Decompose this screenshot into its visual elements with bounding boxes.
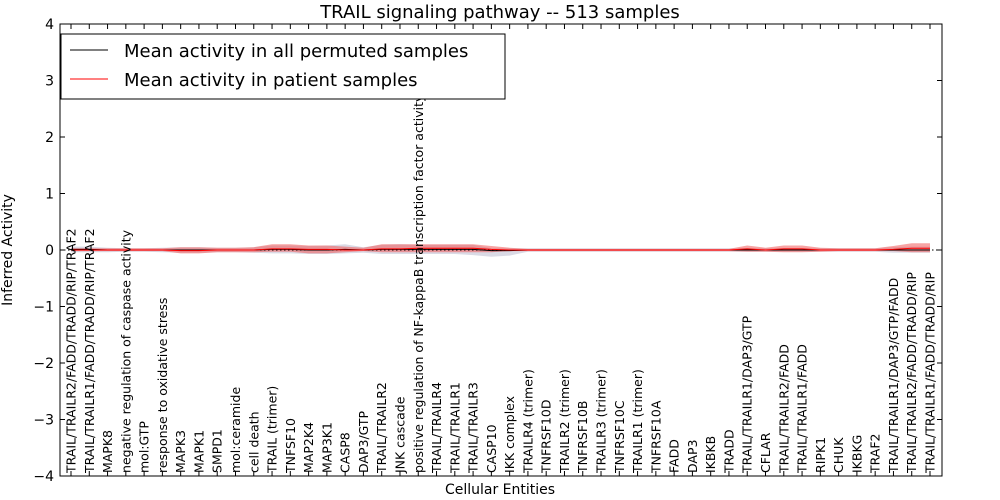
y-axis-label: Inferred Activity	[0, 194, 16, 306]
legend: Mean activity in all permuted samples Me…	[60, 33, 506, 100]
x-tick-label: TNFRSF10D	[539, 399, 554, 474]
x-tick-label: FADD	[667, 439, 682, 473]
x-axis: TRAIL/TRAILR2/FADD/TRADD/RIP/TRAF2 TRAIL/…	[64, 24, 938, 476]
x-tick-label: negative regulation of caspase activity	[118, 229, 133, 473]
x-tick-label: TRAILR3 (trimer)	[594, 369, 609, 474]
x-tick-label: TRAILR2 (trimer)	[557, 369, 572, 474]
x-tick-label: CHUK	[831, 437, 846, 473]
x-tick-label: CASP8	[338, 432, 353, 473]
x-tick-label: CASP10	[484, 424, 499, 473]
x-tick-label: TRAIL/TRAILR1/FADD/TRADD/RIP/TRAF2	[82, 228, 97, 474]
y-tick-label: 0	[45, 243, 54, 259]
y-tick-label: 2	[45, 130, 54, 146]
x-tick-label: TRAIL/TRAILR2/FADD/TRADD/RIP/TRAF2	[64, 228, 79, 474]
x-tick-label: MAPK1	[191, 430, 206, 473]
y-tick-label: −4	[33, 469, 54, 485]
y-tick-label: 3	[45, 74, 54, 90]
x-tick-label: JNK cascade	[393, 396, 408, 474]
y-tick-label: −2	[33, 356, 54, 372]
x-tick-label: CFLAR	[758, 432, 773, 473]
x-tick-label: TNFSF10	[283, 418, 298, 474]
series-1-band	[71, 243, 930, 254]
chart-title: TRAIL signaling pathway -- 513 samples	[319, 2, 680, 23]
x-tick-label: MAP3K1	[319, 422, 334, 473]
x-tick-label: DAP3/GTP	[356, 410, 371, 473]
x-tick-label: TRAIL/TRAILR3	[466, 382, 481, 474]
x-tick-label: MAPK8	[100, 430, 115, 473]
x-tick-label: TRAIL/TRAILR1/DAP3/GTP	[740, 315, 755, 474]
x-tick-label: mol:ceramide	[228, 387, 243, 473]
series-1-line	[71, 247, 930, 252]
x-tick-label: TNFRSF10B	[575, 400, 590, 473]
x-tick-label: TRAIL/TRAILR2	[374, 382, 389, 474]
x-tick-label: RIPK1	[813, 437, 828, 473]
x-tick-label: TRADD	[722, 429, 737, 474]
x-tick-label: mol:GTP	[137, 421, 152, 473]
x-tick-label: TRAIL (trimer)	[265, 386, 280, 474]
x-tick-label: TNFRSF10C	[612, 400, 627, 474]
y-tick-label: −3	[33, 413, 54, 429]
y-axis: 4 3 2 1 0 −1 −2 −3 −4	[33, 17, 942, 485]
x-tick-label: DAP3	[685, 440, 700, 473]
x-tick-label: TRAIL/TRAILR1/FADD	[795, 344, 810, 474]
plot-area	[60, 243, 942, 257]
x-axis-label: Cellular Entities	[445, 482, 555, 498]
x-tick-label: TRAIL/TRAILR1/DAP3/GTP/FADD	[886, 278, 901, 474]
x-tick-label: TRAIL/TRAILR2/FADD	[776, 344, 791, 474]
x-tick-label: TRAIL/TRAILR2/FADD/TRADD/RIP	[904, 272, 919, 474]
x-tick-label: TRAIL/TRAILR1/FADD/TRADD/RIP	[923, 272, 938, 474]
y-tick-label: 1	[45, 187, 54, 203]
x-tick-label: MAP2K4	[301, 422, 316, 473]
legend-label-patient: Mean activity in patient samples	[124, 70, 418, 91]
y-tick-label: 4	[45, 17, 54, 33]
x-tick-label: MAPK3	[173, 430, 188, 473]
x-tick-label: cell death	[246, 411, 261, 473]
legend-box	[60, 33, 506, 100]
x-tick-label: IKBKG	[849, 435, 864, 473]
x-tick-label: TRAF2	[868, 434, 883, 475]
y-tick-label: −1	[33, 300, 54, 316]
legend-label-permuted: Mean activity in all permuted samples	[124, 41, 468, 62]
x-tick-label: TRAILR1 (trimer)	[630, 369, 645, 474]
x-tick-label: TRAILR4 (trimer)	[520, 369, 535, 474]
x-tick-label: TNFRSF10A	[648, 400, 663, 474]
x-tick-label: IKBKB	[703, 436, 718, 473]
x-tick-label: IKK complex	[502, 396, 517, 473]
x-tick-label: positive regulation of NF-kappaB transcr…	[411, 94, 426, 473]
x-tick-label: SMPD1	[210, 429, 225, 473]
x-tick-label: TRAIL/TRAILR1	[447, 382, 462, 474]
x-tick-label: response to oxidative stress	[155, 298, 170, 473]
x-tick-label: TRAIL/TRAILR4	[429, 382, 444, 474]
